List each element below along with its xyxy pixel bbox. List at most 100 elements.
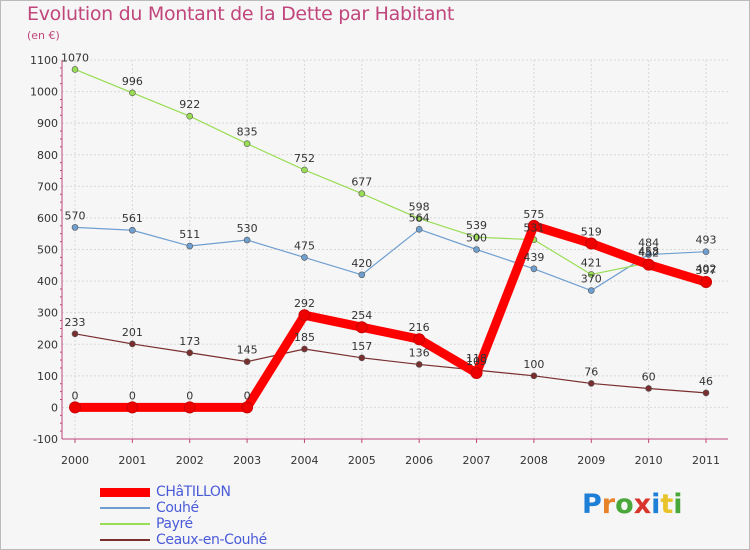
- series-line-3: [74, 333, 707, 394]
- legend-item: CHâTILLON: [100, 484, 267, 500]
- x-tick-label: 2005: [348, 454, 376, 467]
- data-label: 145: [237, 344, 258, 357]
- data-point: [470, 366, 483, 379]
- data-label: 570: [65, 209, 86, 222]
- data-label: 157: [351, 340, 372, 353]
- y-tick-label: 800: [37, 149, 58, 162]
- y-tick-label: -100: [33, 433, 58, 446]
- legend-item: Payré: [100, 516, 267, 532]
- data-label: 439: [523, 251, 544, 264]
- y-tick-label: 300: [37, 307, 58, 320]
- data-label: 475: [294, 239, 315, 252]
- x-tick-label: 2002: [176, 454, 204, 467]
- data-label: 60: [642, 370, 656, 383]
- y-tick-label: 700: [37, 180, 58, 193]
- legend-swatch: [100, 539, 150, 541]
- data-point: [71, 66, 79, 73]
- data-label: 996: [122, 75, 143, 88]
- x-tick-label: 2003: [233, 454, 261, 467]
- data-label: 233: [65, 316, 86, 329]
- data-point: [183, 401, 196, 414]
- data-point: [186, 112, 194, 120]
- data-label: 1070: [61, 51, 89, 64]
- series-line-0: [70, 221, 711, 412]
- data-point: [129, 340, 136, 348]
- data-label: 46: [699, 375, 713, 388]
- legend-swatch: [100, 507, 150, 509]
- data-label: 402: [696, 262, 717, 275]
- data-point: [243, 358, 251, 365]
- logo-letter: x: [633, 489, 652, 520]
- data-point: [129, 226, 136, 234]
- data-point: [358, 190, 366, 197]
- data-label: 254: [351, 309, 372, 322]
- x-tick-label: 2007: [463, 454, 491, 467]
- x-tick-label: 2011: [692, 454, 720, 467]
- data-label: 109: [466, 355, 487, 368]
- data-label: 185: [294, 331, 315, 344]
- data-point: [126, 401, 139, 414]
- y-tick-label: 500: [37, 244, 58, 257]
- data-point: [642, 258, 655, 271]
- data-label: 752: [294, 152, 315, 165]
- data-point: [186, 242, 194, 250]
- data-point: [71, 330, 79, 338]
- chart-subtitle: (en €): [27, 29, 60, 42]
- data-label: 173: [179, 335, 200, 348]
- series-line-1: [74, 226, 707, 292]
- data-label: 458: [638, 245, 659, 258]
- legend-item: Couhé: [100, 500, 267, 516]
- data-point: [301, 254, 308, 261]
- logo-letter: i: [673, 489, 683, 520]
- proxiti-logo: Proxiti: [582, 489, 683, 520]
- logo-letter: r: [601, 489, 616, 520]
- data-point: [702, 389, 710, 397]
- data-label: 564: [409, 211, 430, 224]
- x-tick-label: 2010: [635, 454, 663, 467]
- data-label: 100: [523, 358, 544, 371]
- data-point: [129, 89, 136, 97]
- data-point: [186, 349, 194, 357]
- data-label: 484: [638, 237, 659, 250]
- y-tick-label: 100: [37, 370, 58, 383]
- data-label: 0: [186, 389, 193, 402]
- y-tick-label: 900: [37, 117, 58, 130]
- legend-swatch: [100, 487, 150, 497]
- data-point: [241, 401, 254, 414]
- data-label: 118: [466, 352, 487, 365]
- data-label: 598: [409, 201, 430, 214]
- y-tick-label: 0: [51, 401, 58, 414]
- data-point: [587, 271, 595, 278]
- data-point: [243, 140, 251, 147]
- data-point: [530, 265, 538, 273]
- data-label: 922: [179, 98, 200, 111]
- chart-title: Evolution du Montant de la Dette par Hab…: [27, 3, 455, 25]
- data-label: 0: [244, 389, 251, 402]
- data-label: 420: [351, 257, 372, 270]
- data-label: 493: [696, 234, 717, 247]
- data-point: [645, 385, 652, 392]
- data-point: [415, 361, 423, 368]
- data-label: 539: [466, 219, 487, 232]
- data-label: 531: [523, 222, 544, 235]
- legend-swatch: [100, 523, 150, 525]
- data-label: 511: [179, 228, 200, 241]
- data-point: [415, 225, 423, 233]
- legend-label: CHâTILLON: [156, 484, 231, 500]
- data-point: [301, 345, 308, 353]
- data-label: 519: [581, 225, 602, 238]
- data-label: 421: [581, 256, 602, 269]
- data-label: 201: [122, 326, 143, 339]
- data-label: 835: [237, 126, 258, 139]
- data-point: [587, 380, 595, 387]
- data-label: 561: [122, 212, 143, 225]
- data-point: [700, 276, 712, 289]
- legend-label: Couhé: [156, 500, 199, 516]
- series-line-2: [74, 68, 707, 282]
- data-label: 452: [638, 247, 659, 260]
- data-label: 575: [523, 208, 544, 221]
- x-tick-label: 2004: [290, 454, 318, 467]
- data-point: [355, 321, 368, 334]
- logo-letter: t: [660, 489, 674, 520]
